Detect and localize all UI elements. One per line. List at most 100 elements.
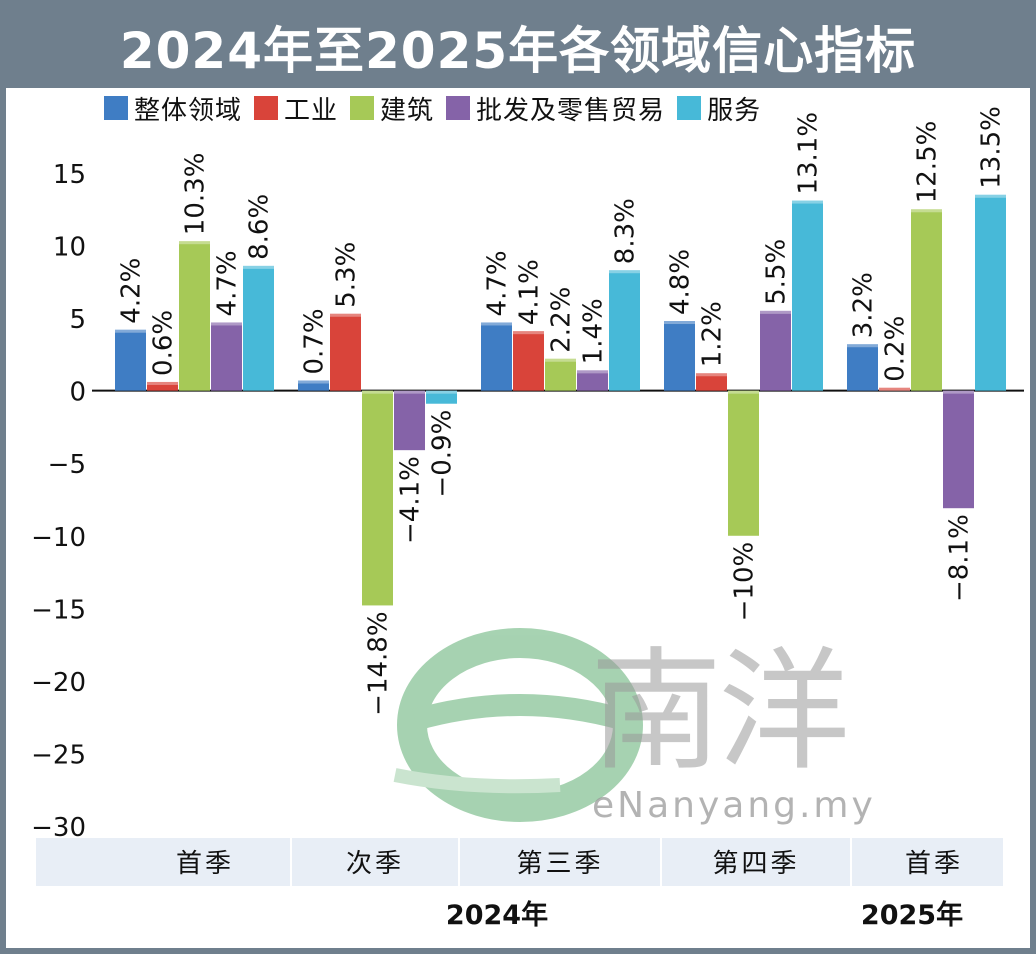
bar-highlight xyxy=(394,390,425,394)
bar-highlight xyxy=(577,370,608,374)
bar-value-label: 12.5% xyxy=(913,121,943,204)
bar-value-label: −0.9% xyxy=(428,410,458,498)
y-tick-label: −15 xyxy=(31,595,86,625)
bar-value-label: 4.8% xyxy=(666,249,696,315)
bar-highlight xyxy=(609,270,640,274)
x-tick-label: 第三季 xyxy=(516,849,603,879)
bar xyxy=(911,209,942,391)
legend-item: 建筑 xyxy=(350,90,434,127)
bar-value-label: 4.2% xyxy=(117,258,147,324)
bar-value-label: 13.5% xyxy=(977,106,1007,189)
bar xyxy=(760,310,791,391)
bar-value-label: 5.5% xyxy=(762,239,792,305)
category-band xyxy=(460,838,660,886)
bar-highlight xyxy=(879,387,910,391)
bar xyxy=(513,331,544,391)
x-tick-label: 首季 xyxy=(176,849,234,879)
y-tick-label: 15 xyxy=(53,160,86,190)
category-band xyxy=(662,838,850,886)
bar xyxy=(426,390,457,404)
bar-value-label: −14.8% xyxy=(364,611,394,715)
bar-highlight xyxy=(362,390,393,394)
bar-highlight xyxy=(298,380,329,384)
bar-value-label: −4.1% xyxy=(396,456,426,544)
legend-swatch xyxy=(350,96,375,120)
bar-value-label: 4.1% xyxy=(515,259,545,325)
y-tick-label: −20 xyxy=(31,668,86,698)
bar xyxy=(211,322,242,391)
bar xyxy=(362,390,393,606)
y-tick-label: −10 xyxy=(31,523,86,553)
bar-value-label: 3.2% xyxy=(849,272,879,338)
legend-swatch xyxy=(254,96,279,120)
legend-label: 批发及零售贸易 xyxy=(476,95,666,126)
bar xyxy=(943,390,974,509)
bar-highlight xyxy=(179,241,210,245)
bar-highlight xyxy=(728,390,759,394)
bar-value-label: 4.7% xyxy=(213,250,243,316)
bar-value-label: 1.4% xyxy=(579,298,609,364)
bar-highlight xyxy=(975,194,1006,198)
legend-label: 工业 xyxy=(284,95,339,126)
y-tick-label: −5 xyxy=(48,450,86,480)
legend-swatch xyxy=(677,96,702,120)
bar xyxy=(394,390,425,451)
bar xyxy=(115,329,146,391)
bar-value-label: 10.3% xyxy=(181,153,211,236)
bar-highlight xyxy=(426,390,457,394)
legend-item: 批发及零售贸易 xyxy=(446,90,665,127)
bar xyxy=(792,200,823,391)
bar xyxy=(975,194,1006,391)
bar-highlight xyxy=(513,331,544,335)
y-tick-label: 5 xyxy=(69,305,86,335)
bar-highlight xyxy=(243,265,274,269)
bar-value-label: 0.6% xyxy=(149,310,179,376)
bar-highlight xyxy=(147,381,178,385)
title-bar: 2024年至2025年各领域信心指标 xyxy=(6,6,1030,88)
bar-highlight xyxy=(115,329,146,333)
bar xyxy=(330,313,361,391)
year-group-label: 2024年 xyxy=(446,899,548,931)
bar xyxy=(147,381,178,391)
y-tick-label: 10 xyxy=(53,233,86,263)
category-band xyxy=(852,838,1003,886)
bar-value-label: −8.1% xyxy=(945,514,975,602)
legend-label: 服务 xyxy=(707,95,762,126)
bar xyxy=(728,390,759,536)
legend-item: 工业 xyxy=(254,90,338,127)
bar-highlight xyxy=(545,358,576,362)
bar xyxy=(481,322,512,391)
legend-label: 建筑 xyxy=(380,95,435,126)
x-tick-label: 第四季 xyxy=(712,849,799,879)
bar-highlight xyxy=(481,322,512,326)
legend-swatch xyxy=(446,96,471,120)
bar xyxy=(879,387,910,391)
bar-highlight xyxy=(211,322,242,326)
bar-value-label: 0.7% xyxy=(300,308,330,374)
bar-highlight xyxy=(847,344,878,348)
legend-label: 整体领域 xyxy=(134,95,243,126)
bar xyxy=(847,344,878,391)
watermark-logo-text: 南洋 xyxy=(590,635,850,789)
bar xyxy=(243,265,274,391)
bar-value-label: 13.1% xyxy=(794,112,824,195)
x-tick-label: 首季 xyxy=(905,849,963,879)
bar-value-label: 8.3% xyxy=(611,198,641,264)
watermark-url: eNanyang.my xyxy=(592,785,876,826)
bar-value-label: 4.7% xyxy=(483,250,513,316)
legend-swatch xyxy=(104,96,128,120)
bar-highlight xyxy=(330,313,361,317)
bar-value-label: 1.2% xyxy=(698,301,728,367)
bar-value-label: 5.3% xyxy=(332,242,362,308)
bar-highlight xyxy=(943,390,974,394)
category-band xyxy=(36,838,290,886)
legend-item: 服务 xyxy=(677,90,761,127)
y-tick-label: 0 xyxy=(69,378,86,408)
bar xyxy=(545,358,576,391)
bar-value-label: −10% xyxy=(730,542,760,622)
chart-title: 2024年至2025年各领域信心指标 xyxy=(119,22,917,80)
bar xyxy=(298,380,329,391)
bar xyxy=(609,270,640,391)
bar xyxy=(577,370,608,391)
